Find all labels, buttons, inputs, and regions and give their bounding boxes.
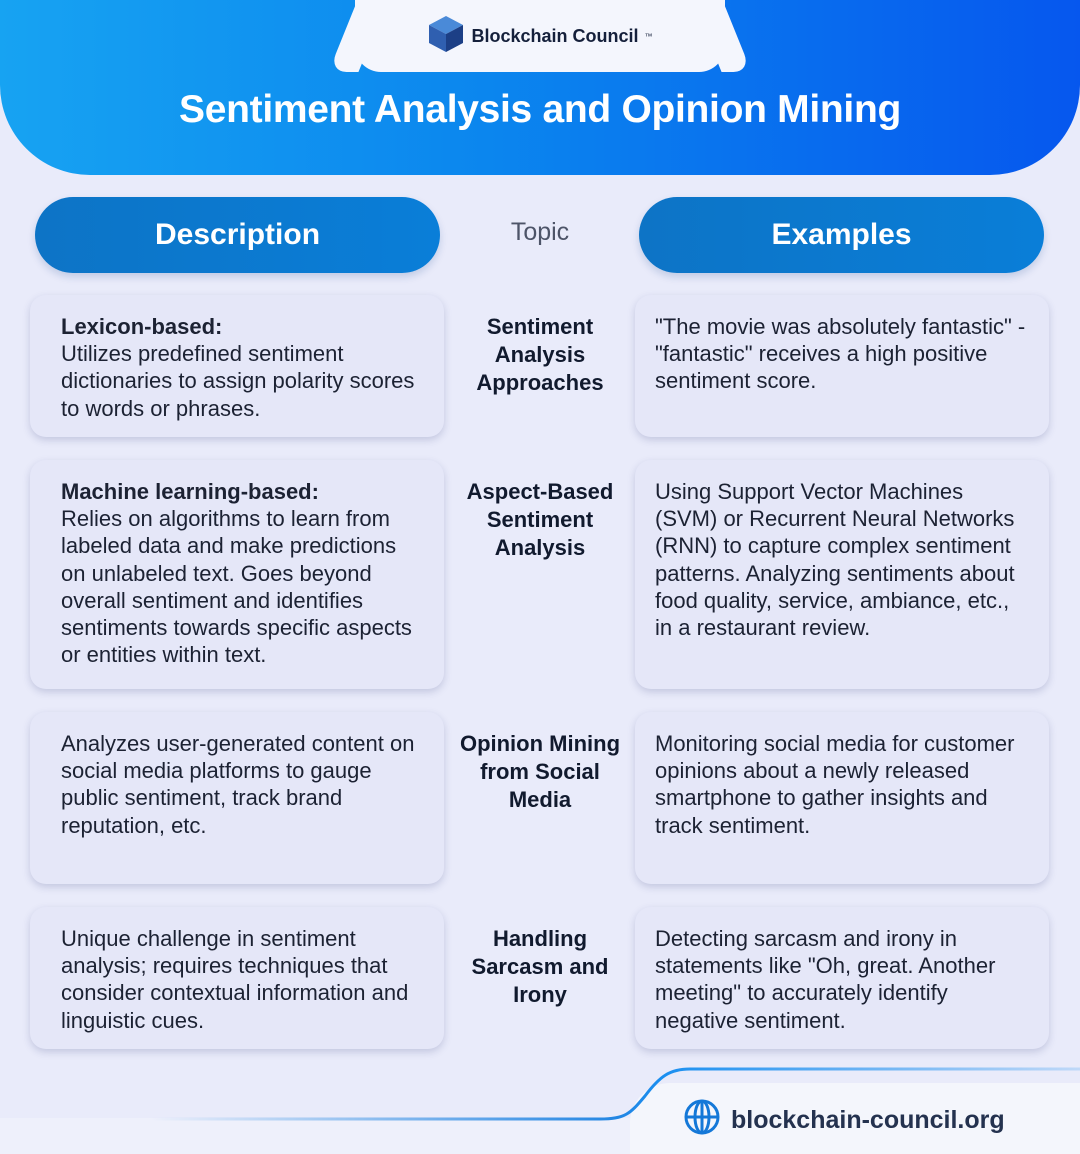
- page-title: Sentiment Analysis and Opinion Mining: [179, 88, 901, 131]
- description-text: Unique challenge in sentiment analysis; …: [61, 926, 409, 1033]
- example-card: Using Support Vector Machines (SVM) or R…: [635, 460, 1049, 689]
- brand-name: Blockchain Council: [471, 25, 639, 46]
- example-card: Detecting sarcasm and irony in statement…: [635, 907, 1049, 1049]
- footer-url-text: blockchain-council.org: [731, 1106, 1005, 1134]
- logo-tab: Blockchain Council ™: [355, 0, 725, 72]
- example-text: Detecting sarcasm and irony in statement…: [655, 926, 996, 1033]
- description-text: Utilizes predefined sentiment dictionari…: [61, 341, 415, 421]
- description-card: Machine learning-based: Relies on algori…: [30, 460, 444, 689]
- cube-icon: [427, 14, 465, 59]
- header-banner: Blockchain Council ™ Sentiment Analysis …: [0, 0, 1080, 175]
- description-lead: Machine learning-based:: [61, 479, 319, 504]
- topic-label: Sentiment Analysis Approaches: [476, 314, 604, 395]
- column-header-examples: Examples: [639, 197, 1044, 273]
- topic-label: Opinion Mining from Social Media: [459, 731, 621, 812]
- footer-website-link[interactable]: blockchain-council.org: [683, 1098, 1005, 1143]
- topic-label: Aspect-Based Sentiment Analysis: [466, 479, 614, 560]
- example-card: "The movie was absolutely fantastic" - "…: [635, 295, 1049, 437]
- example-text: "The movie was absolutely fantastic" - "…: [655, 314, 1026, 394]
- description-card: Analyzes user-generated content on socia…: [30, 712, 444, 884]
- column-header-topic: Topic: [510, 218, 570, 246]
- globe-icon: [683, 1098, 721, 1143]
- description-card: Lexicon-based: Utilizes predefined senti…: [30, 295, 444, 437]
- description-text: Analyzes user-generated content on socia…: [61, 731, 415, 838]
- topic-label: Handling Sarcasm and Irony: [471, 926, 609, 1007]
- example-card: Monitoring social media for customer opi…: [635, 712, 1049, 884]
- description-card: Unique challenge in sentiment analysis; …: [30, 907, 444, 1049]
- footer-decorative-line: [150, 1067, 1080, 1121]
- column-header-description: Description: [35, 197, 440, 273]
- brand-logo[interactable]: Blockchain Council ™: [427, 14, 653, 59]
- brand-trademark: ™: [644, 31, 653, 41]
- description-text: Relies on algorithms to learn from label…: [61, 506, 412, 668]
- description-lead: Lexicon-based:: [61, 314, 223, 339]
- example-text: Monitoring social media for customer opi…: [655, 731, 1015, 838]
- example-text: Using Support Vector Machines (SVM) or R…: [655, 479, 1015, 641]
